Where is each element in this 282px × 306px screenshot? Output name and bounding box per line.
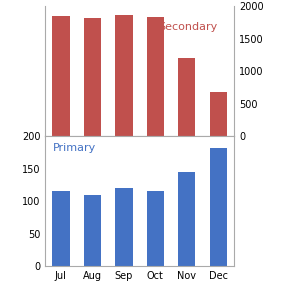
Bar <box>210 92 227 136</box>
Text: Secondary: Secondary <box>158 22 218 32</box>
Bar <box>147 192 164 266</box>
Bar <box>147 17 164 136</box>
Bar <box>178 58 195 136</box>
Bar <box>178 172 195 266</box>
Bar <box>115 15 133 136</box>
Bar <box>115 188 133 266</box>
Text: Primary: Primary <box>53 143 96 153</box>
Bar <box>210 148 227 266</box>
Bar <box>84 195 101 266</box>
Bar <box>52 16 70 136</box>
Bar <box>84 18 101 136</box>
Bar <box>52 192 70 266</box>
